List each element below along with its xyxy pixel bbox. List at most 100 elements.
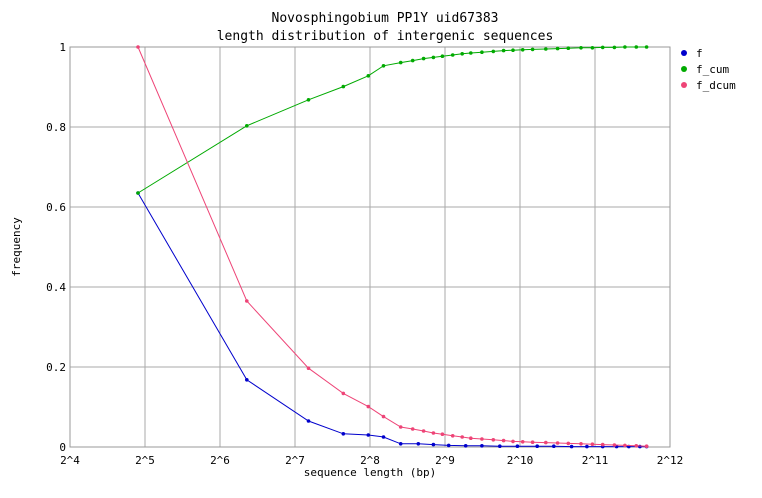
plot-frame [69, 46, 671, 448]
data-point-f-cum [421, 56, 426, 61]
series-f-cum [136, 45, 649, 195]
data-point-f-cum [245, 124, 249, 128]
data-point-f [552, 444, 556, 449]
data-point-f-cum [469, 51, 473, 55]
data-point-f-cum [306, 98, 311, 102]
x-tick-label: 2^4 [60, 454, 80, 467]
series-line-f-cum [137, 46, 647, 194]
data-point-f-cum [450, 53, 455, 57]
x-tick-label: 2^12 [657, 454, 684, 467]
data-point-f-dcum [341, 391, 346, 396]
data-point-f [585, 444, 589, 449]
data-point-f-dcum [634, 444, 639, 448]
data-point-f-dcum [431, 431, 436, 435]
data-point-f [480, 444, 484, 448]
data-point-f-dcum [544, 440, 548, 445]
data-point-f-dcum [555, 441, 560, 445]
chart-subtitle: length distribution of intergenic sequen… [217, 29, 554, 44]
x-tick-label: 2^6 [210, 454, 230, 467]
legend-marker-f-dcum [681, 82, 687, 88]
data-point-f-cum [366, 74, 371, 78]
data-point-f-cum [341, 84, 346, 89]
data-point-f-dcum [440, 432, 445, 437]
data-point-f [638, 444, 642, 449]
legend-marker-f [681, 50, 687, 56]
data-point-f-cum [555, 46, 560, 51]
series-line-f [137, 192, 647, 448]
data-point-f-cum [410, 58, 415, 63]
data-point-f-dcum [450, 434, 455, 438]
data-point-f-cum [431, 55, 436, 60]
legend-label-f: f [696, 47, 703, 60]
data-point-f-dcum [491, 438, 496, 442]
series-f [136, 191, 649, 449]
data-point-f-cum [590, 46, 595, 50]
data-point-f-dcum [501, 438, 506, 443]
data-point-f-cum [612, 45, 617, 50]
legend: f f_cum f_dcum [681, 47, 736, 92]
grid [69, 46, 671, 448]
x-tick-label: 2^5 [135, 454, 155, 467]
data-point-f [569, 444, 574, 449]
data-point-f [381, 435, 386, 439]
data-point-f-dcum [421, 429, 426, 433]
data-point-f-cum [520, 48, 525, 52]
y-tick-label: 0.2 [46, 361, 66, 374]
data-point-f-cum [460, 52, 465, 56]
y-axis-label: frequency [10, 217, 23, 277]
data-point-f-dcum [480, 437, 484, 441]
data-point-f-cum [544, 47, 548, 51]
data-point-f-dcum [590, 442, 595, 447]
data-point-f-cum [511, 48, 515, 52]
data-point-f-cum [634, 45, 639, 49]
data-point-f-dcum [136, 45, 140, 49]
data-point-f-cum [579, 46, 583, 50]
data-point-f-dcum [366, 404, 371, 409]
series-f-dcum [136, 45, 649, 449]
data-point-f [341, 432, 346, 436]
data-point-f-cum [381, 64, 386, 68]
x-axis-ticks: 2^4 2^5 2^6 2^7 2^8 2^9 2^10 2^11 2^12 [60, 454, 683, 467]
data-point-f-cum [566, 46, 571, 50]
data-point-f-dcum [530, 440, 535, 445]
data-point-f-cum [623, 45, 627, 49]
data-point-f [446, 443, 451, 448]
y-tick-label: 0.4 [46, 281, 66, 294]
data-point-f-cum [136, 191, 140, 195]
data-point-f-cum [480, 50, 484, 54]
data-point-f-dcum [398, 425, 403, 429]
data-point-f-dcum [566, 441, 571, 446]
x-tick-label: 2^9 [435, 454, 455, 467]
data-point-f-dcum [381, 414, 386, 419]
y-tick-label: 1 [59, 41, 66, 54]
data-point-f-cum [398, 60, 403, 65]
data-point-f [306, 419, 311, 423]
data-point-f-dcum [511, 439, 515, 444]
x-tick-label: 2^7 [285, 454, 305, 467]
x-tick-label: 2^11 [582, 454, 609, 467]
series-line-f-dcum [137, 46, 647, 447]
chart-title: Novosphingobium PP1Y uid67383 [272, 11, 499, 26]
data-point-f [398, 442, 403, 446]
data-point-f-dcum [469, 436, 473, 441]
data-point-f-cum [501, 48, 506, 53]
data-point-f-cum [530, 47, 535, 52]
data-point-f [416, 442, 421, 446]
data-point-f-cum [440, 54, 445, 58]
data-point-f-cum [644, 45, 649, 49]
data-point-f-dcum [612, 443, 617, 447]
data-point-f [535, 444, 539, 449]
data-point-f [463, 444, 468, 448]
y-tick-label: 0 [59, 441, 66, 454]
data-point-f-dcum [600, 442, 605, 447]
data-point-f-dcum [410, 427, 415, 431]
x-tick-label: 2^10 [507, 454, 534, 467]
data-point-f [245, 378, 249, 382]
data-point-f-cum [491, 49, 496, 54]
data-point-f-dcum [245, 299, 249, 303]
legend-label-f-cum: f_cum [696, 63, 729, 76]
y-tick-label: 0.6 [46, 201, 66, 214]
legend-marker-f-cum [681, 66, 687, 72]
y-axis-ticks: 0 0.2 0.4 0.6 0.8 1 [46, 41, 66, 454]
